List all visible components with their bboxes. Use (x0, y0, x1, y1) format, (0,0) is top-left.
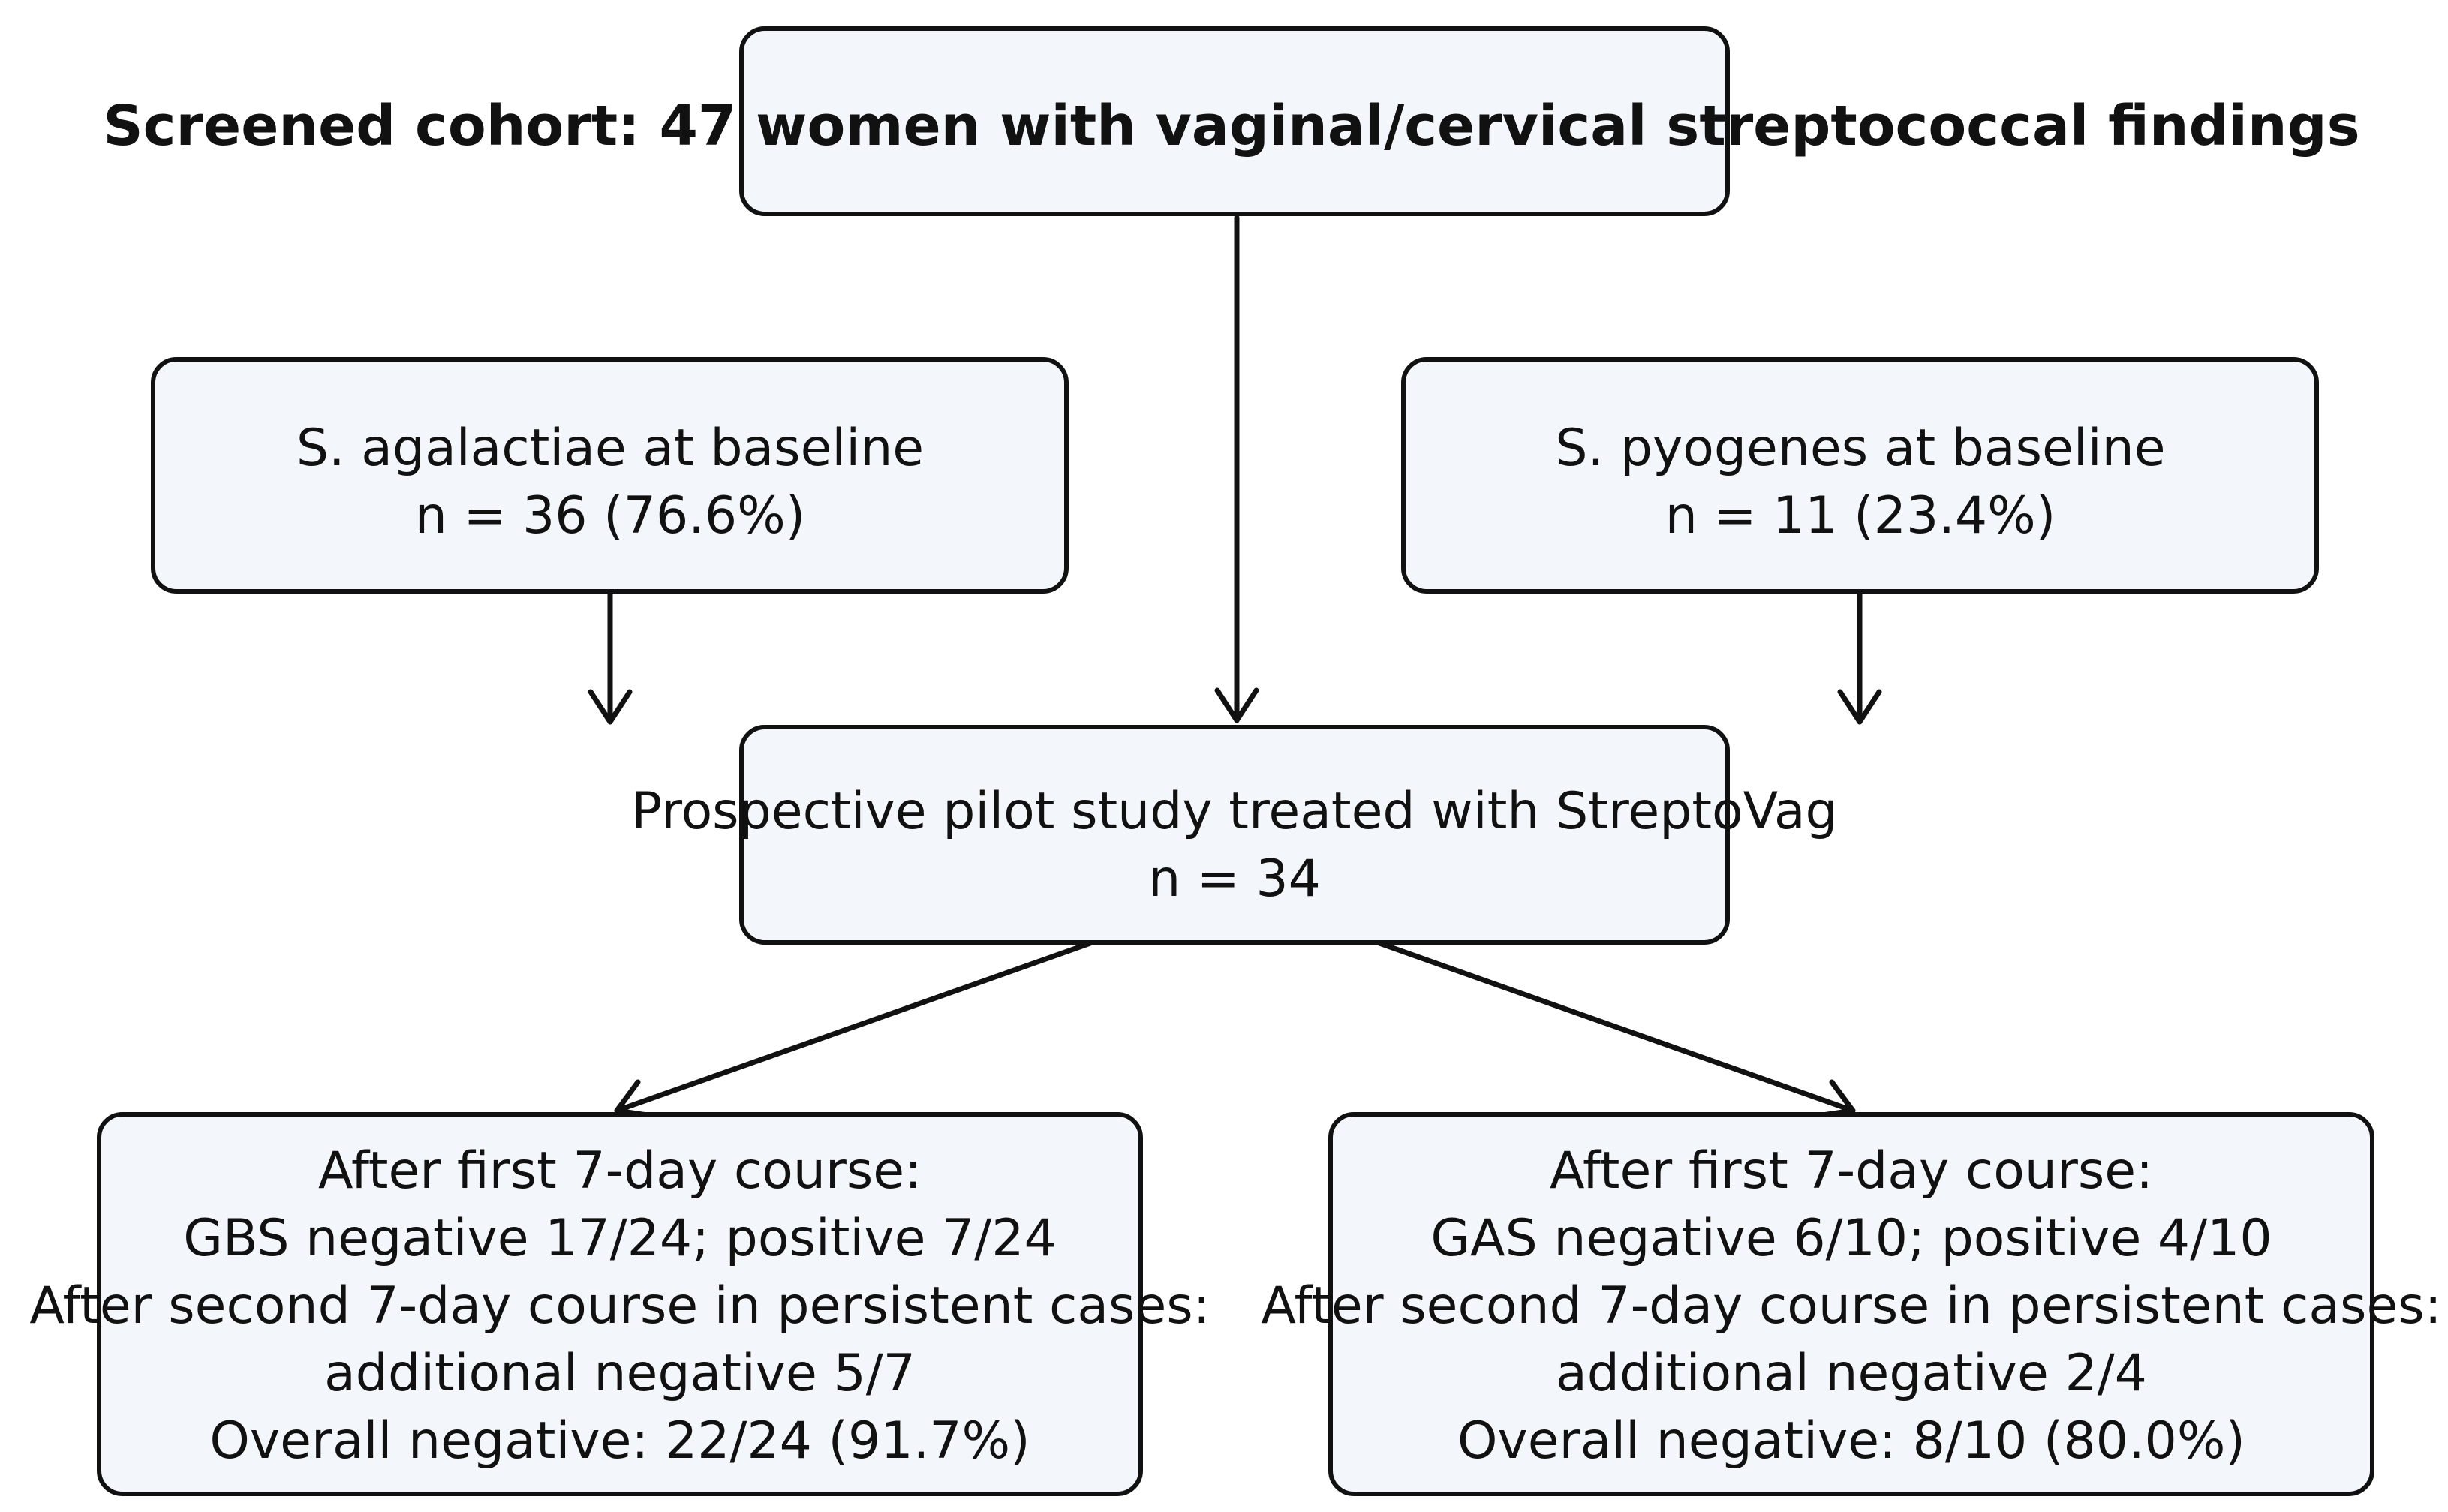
gas-overall-result: Overall negative: 8/10 (80.0%) (1457, 1411, 2245, 1471)
gas-first-course-heading: After first 7-day course: (1549, 1141, 2154, 1201)
gas-outcome-label: After first 7-day course: GAS negative 6… (1235, 1138, 2448, 1475)
gas-first-course-result: GAS negative 6/10; positive 4/10 (1430, 1209, 2272, 1268)
gbs-second-course-heading: After second 7-day course in persistent … (29, 1276, 1210, 1336)
pyogenes-title: S. pyogenes at baseline (1555, 419, 2166, 478)
gbs-first-course-result: GBS negative 17/24; positive 7/24 (183, 1209, 1057, 1268)
pyogenes-label: S. pyogenes at baseline n = 11 (23.4%) (1410, 415, 2311, 550)
agalactiae-count: n = 36 (76.6%) (414, 486, 806, 546)
node-box-pilot (739, 725, 1730, 945)
arrow-pilot-to-gas-outcome (1376, 940, 1856, 1119)
arrow-pilot-to-gbs-outcome (614, 940, 1093, 1119)
arrow-pyogenes-to-pilot (1837, 590, 1882, 725)
pilot-study-label: Prospective pilot study treated with Str… (597, 778, 1872, 913)
node-box-screened (739, 26, 1730, 216)
node-box-gas-outcome (1328, 1112, 2374, 1496)
agalactiae-title: S. agalactiae at baseline (296, 419, 925, 478)
screened-cohort-text: Screened cohort: 47 women with vaginal/c… (103, 94, 2360, 158)
node-box-gbs-outcome (97, 1112, 1143, 1496)
gbs-first-course-heading: After first 7-day course: (317, 1141, 922, 1201)
pyogenes-count: n = 11 (23.4%) (1665, 486, 2056, 546)
node-box-pyogenes (1401, 357, 2319, 594)
gbs-second-course-result: additional negative 5/7 (324, 1344, 916, 1403)
pilot-study-count: n = 34 (1148, 849, 1321, 909)
gas-second-course-result: additional negative 2/4 (1556, 1344, 2147, 1403)
agalactiae-label: S. agalactiae at baseline n = 36 (76.6%) (160, 415, 1060, 550)
gbs-overall-result: Overall negative: 22/24 (91.7%) (209, 1411, 1030, 1471)
gbs-outcome-label: After first 7-day course: GBS negative 1… (4, 1138, 1236, 1475)
gas-second-course-heading: After second 7-day course in persistent … (1261, 1276, 2442, 1336)
arrow-agalactiae-to-pilot (588, 590, 633, 725)
node-box-agalactiae (151, 357, 1069, 594)
arrow-screened-to-pilot (1214, 215, 1259, 723)
screened-cohort-label: Screened cohort: 47 women with vaginal/c… (98, 92, 2365, 160)
pilot-study-title: Prospective pilot study treated with Str… (631, 782, 1838, 841)
